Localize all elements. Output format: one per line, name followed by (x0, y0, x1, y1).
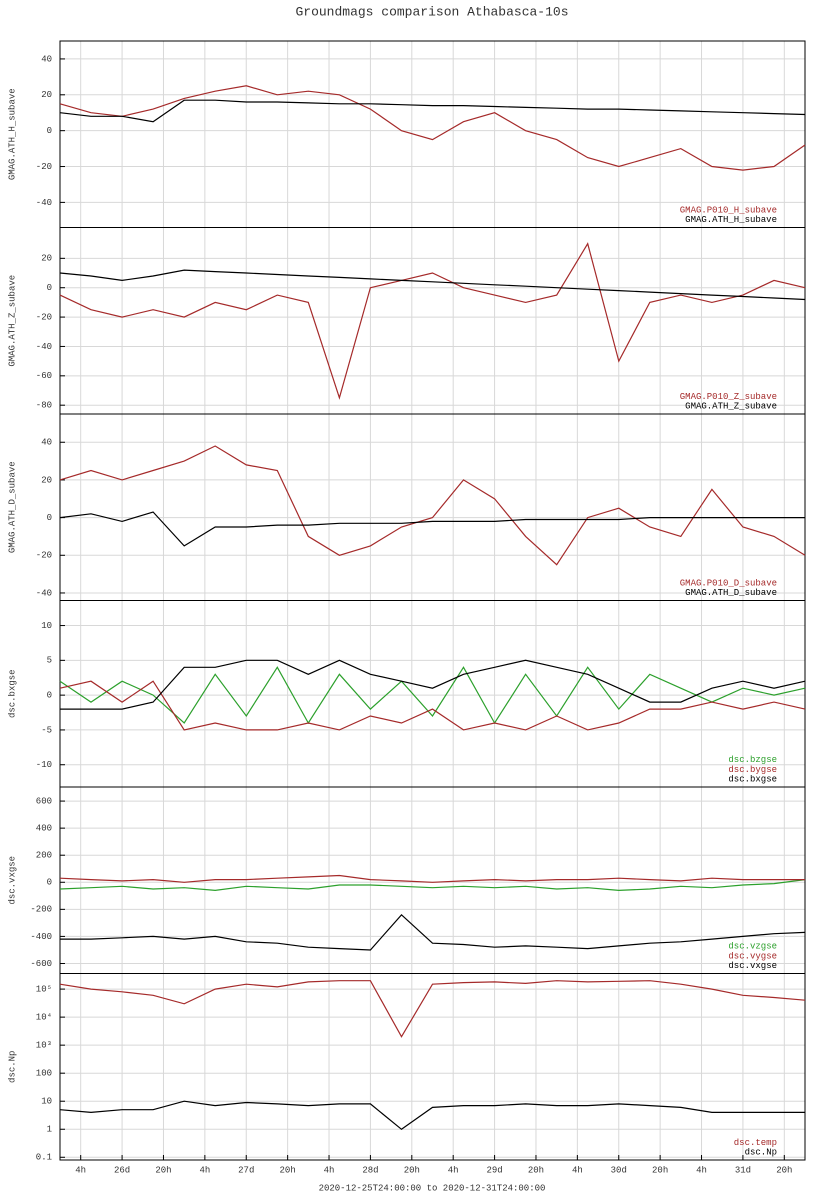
x-tick-label: 20h (155, 1165, 171, 1175)
legend-entry: GMAG.ATH_Z_subave (685, 401, 777, 411)
y-tick-label: 100 (36, 1069, 52, 1079)
y-tick-label: 10⁵ (36, 984, 52, 994)
y-tick-label: -60 (36, 371, 52, 381)
chart-title: Groundmags comparison Athabasca-10s (295, 4, 568, 19)
y-axis-label: dsc.Np (7, 1051, 17, 1083)
y-tick-label: 600 (36, 796, 52, 806)
series-line (59, 680, 806, 731)
legend-entry: dsc.temp (734, 1138, 777, 1148)
y-tick-label: 0 (47, 126, 52, 136)
series-line (59, 879, 806, 892)
x-tick-label: 27d (238, 1165, 254, 1175)
x-tick-label: 20h (652, 1165, 668, 1175)
series-line (59, 85, 806, 171)
series-line (60, 659, 806, 710)
y-tick-label: 40 (41, 438, 52, 448)
y-axis-label: dsc.vxgse (7, 856, 17, 905)
y-tick-label: 5 (47, 656, 52, 666)
x-tick-label: 4h (448, 1165, 459, 1175)
x-tick-label: 4h (572, 1165, 583, 1175)
y-tick-label: 20 (41, 475, 52, 485)
y-tick-label: 10 (41, 1097, 52, 1107)
y-tick-label: 10³ (36, 1041, 52, 1051)
y-tick-label: -40 (36, 342, 52, 352)
x-tick-label: 4h (75, 1165, 86, 1175)
legend-entry: dsc.vygse (728, 951, 777, 961)
series-line (59, 242, 806, 400)
legend-entry: dsc.bygse (728, 765, 777, 775)
legend-entry: GMAG.P010_D_subave (680, 578, 777, 588)
series-line (59, 511, 805, 547)
y-tick-label: -5 (41, 725, 52, 735)
legend-entry: dsc.Np (745, 1147, 777, 1157)
y-tick-label: -400 (30, 932, 52, 942)
x-tick-label: 29d (486, 1165, 502, 1175)
x-tick-label: 26d (114, 1165, 130, 1175)
y-tick-label: 0 (47, 283, 52, 293)
series-line (59, 269, 806, 301)
x-tick-label: 20h (280, 1165, 296, 1175)
series-line (59, 99, 806, 123)
legend-entry: GMAG.ATH_D_subave (685, 588, 777, 598)
y-tick-label: -10 (36, 760, 52, 770)
series-line (60, 913, 806, 951)
y-tick-label: -20 (36, 551, 52, 561)
x-tick-label: 20h (528, 1165, 544, 1175)
y-tick-label: 0.1 (36, 1153, 52, 1163)
y-tick-label: -20 (36, 162, 52, 172)
plot-frame (59, 973, 806, 1161)
y-axis-label: GMAG.ATH_D_subave (7, 461, 17, 553)
y-tick-label: -600 (30, 959, 52, 969)
x-tick-label: 20h (404, 1165, 420, 1175)
y-tick-label: 0 (47, 878, 52, 888)
series-line (59, 874, 805, 883)
y-tick-label: 10⁴ (36, 1012, 52, 1023)
y-tick-label: 0 (47, 691, 52, 701)
y-axis-label: GMAG.ATH_H_subave (7, 88, 17, 180)
x-tick-label: 4h (324, 1165, 335, 1175)
legend-entry: GMAG.P010_H_subave (680, 205, 777, 215)
y-tick-label: 400 (36, 824, 52, 834)
y-tick-label: -40 (36, 198, 52, 208)
legend-entry: dsc.vxgse (728, 961, 777, 971)
y-tick-label: -200 (30, 905, 52, 915)
y-tick-label: -20 (36, 312, 52, 322)
y-tick-label: 10 (41, 621, 52, 631)
x-tick-label: 20h (776, 1165, 792, 1175)
y-tick-label: 1 (47, 1125, 52, 1135)
x-tick-label: 4h (696, 1165, 707, 1175)
series-line (59, 980, 806, 1038)
x-tick-label: 4h (199, 1165, 210, 1175)
legend-entry: GMAG.P010_Z_subave (680, 392, 777, 402)
legend-entry: dsc.bzgse (728, 755, 777, 765)
y-tick-label: 0 (47, 513, 52, 523)
y-tick-label: 200 (36, 851, 52, 861)
legend-entry: dsc.bxgse (728, 774, 777, 784)
series-line (59, 445, 806, 566)
legend-entry: dsc.vzgse (728, 942, 777, 952)
y-axis-label: dsc.bxgse (7, 669, 17, 718)
series-line (59, 666, 806, 725)
legend-entry: GMAG.ATH_H_subave (685, 215, 777, 225)
x-tick-label: 31d (735, 1165, 751, 1175)
series-line (59, 1100, 805, 1131)
y-tick-label: 20 (41, 90, 52, 100)
y-tick-label: -40 (36, 588, 52, 598)
y-axis-label: GMAG.ATH_Z_subave (7, 275, 17, 367)
y-tick-label: -80 (36, 401, 52, 411)
y-tick-label: 40 (41, 54, 52, 64)
x-tick-label: 30d (611, 1165, 627, 1175)
x-axis-label: 2020-12-25T24:00:00 to 2020-12-31T24:00:… (319, 1183, 546, 1193)
x-tick-label: 28d (362, 1165, 378, 1175)
y-tick-label: 20 (41, 254, 52, 264)
